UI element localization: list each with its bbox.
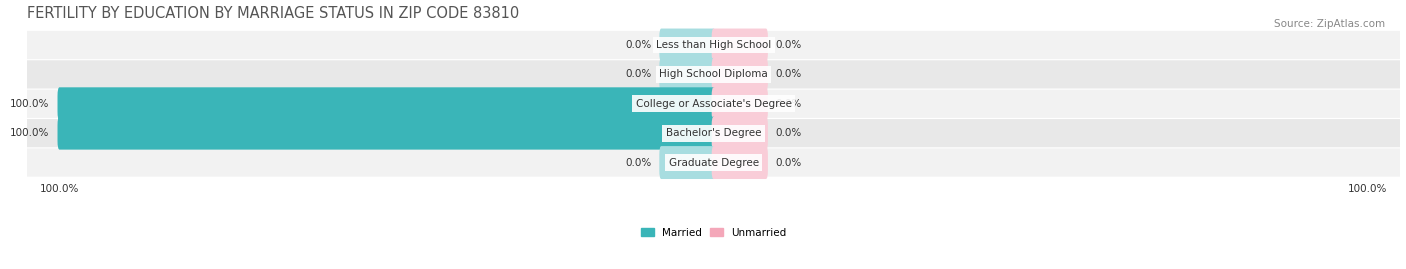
- Text: 100.0%: 100.0%: [10, 99, 49, 109]
- Text: 0.0%: 0.0%: [776, 40, 801, 50]
- Legend: Married, Unmarried: Married, Unmarried: [637, 224, 790, 242]
- Text: FERTILITY BY EDUCATION BY MARRIAGE STATUS IN ZIP CODE 83810: FERTILITY BY EDUCATION BY MARRIAGE STATU…: [27, 6, 519, 20]
- Text: 0.0%: 0.0%: [776, 69, 801, 79]
- Text: 0.0%: 0.0%: [626, 40, 651, 50]
- FancyBboxPatch shape: [659, 58, 716, 91]
- FancyBboxPatch shape: [58, 117, 716, 150]
- FancyBboxPatch shape: [27, 119, 1400, 147]
- FancyBboxPatch shape: [711, 87, 768, 120]
- Text: 0.0%: 0.0%: [776, 128, 801, 138]
- FancyBboxPatch shape: [711, 58, 768, 91]
- Text: College or Associate's Degree: College or Associate's Degree: [636, 99, 792, 109]
- FancyBboxPatch shape: [659, 29, 716, 61]
- Text: 100.0%: 100.0%: [10, 128, 49, 138]
- FancyBboxPatch shape: [27, 31, 1400, 59]
- Text: Source: ZipAtlas.com: Source: ZipAtlas.com: [1274, 19, 1385, 29]
- Text: 0.0%: 0.0%: [776, 99, 801, 109]
- FancyBboxPatch shape: [659, 146, 716, 179]
- FancyBboxPatch shape: [27, 60, 1400, 89]
- FancyBboxPatch shape: [711, 29, 768, 61]
- Text: 0.0%: 0.0%: [626, 158, 651, 168]
- FancyBboxPatch shape: [27, 90, 1400, 118]
- Text: Less than High School: Less than High School: [657, 40, 772, 50]
- FancyBboxPatch shape: [711, 117, 768, 150]
- Text: Bachelor's Degree: Bachelor's Degree: [666, 128, 762, 138]
- Text: Graduate Degree: Graduate Degree: [668, 158, 759, 168]
- FancyBboxPatch shape: [711, 146, 768, 179]
- Text: High School Diploma: High School Diploma: [659, 69, 768, 79]
- FancyBboxPatch shape: [58, 87, 716, 120]
- Text: 0.0%: 0.0%: [626, 69, 651, 79]
- Text: 0.0%: 0.0%: [776, 158, 801, 168]
- FancyBboxPatch shape: [27, 148, 1400, 177]
